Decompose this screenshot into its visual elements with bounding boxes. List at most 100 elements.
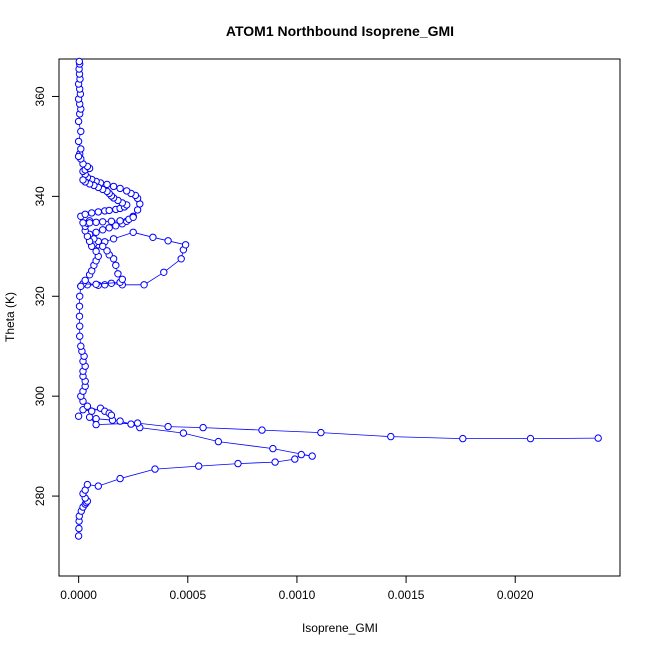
series-6 <box>79 213 137 227</box>
data-point <box>74 532 83 540</box>
data-point <box>88 209 96 217</box>
data-point <box>129 213 137 222</box>
data-point <box>164 237 172 245</box>
data-point <box>92 247 100 256</box>
x-tick-label: 0.0020 <box>497 588 534 602</box>
data-point <box>103 247 111 255</box>
data-point <box>75 524 83 533</box>
data-point <box>75 57 84 66</box>
data-point <box>99 218 107 226</box>
data-point <box>76 332 84 340</box>
data-point <box>133 419 142 427</box>
data-point <box>107 411 116 419</box>
series-7 <box>74 57 85 161</box>
series-2 <box>74 228 190 420</box>
data-point <box>112 222 120 230</box>
data-point <box>123 187 131 195</box>
data-point <box>107 217 116 226</box>
data-point <box>85 219 94 227</box>
data-point <box>133 206 142 214</box>
data-point <box>105 206 113 215</box>
data-point <box>94 208 103 216</box>
data-point <box>112 261 120 269</box>
data-point <box>74 412 83 420</box>
data-point <box>101 281 109 289</box>
data-point <box>77 282 85 290</box>
y-tick-label: 340 <box>33 186 47 206</box>
x-axis-title: Isoprene_GMI <box>302 621 378 635</box>
data-point <box>114 270 122 278</box>
series-1 <box>74 413 602 540</box>
data-point <box>164 422 172 431</box>
data-point <box>85 413 94 421</box>
data-point <box>140 281 148 289</box>
data-point <box>79 176 87 184</box>
data-point <box>77 127 85 136</box>
x-tick-label: 0.0000 <box>60 588 97 602</box>
x-axis: 0.0000 0.0005 0.0010 0.0015 0.0020 <box>60 575 534 602</box>
y-axis: 280 300 320 340 360 <box>33 86 60 506</box>
data-point <box>116 474 124 483</box>
data-point <box>195 462 203 470</box>
data-point <box>317 428 325 437</box>
data-point <box>118 275 127 283</box>
series-5 <box>77 217 103 290</box>
data-point <box>74 137 83 146</box>
data-point <box>234 459 242 468</box>
data-point <box>129 228 137 237</box>
data-point <box>116 217 124 225</box>
data-point <box>526 434 535 443</box>
data-series-group <box>74 57 602 540</box>
data-point <box>83 480 92 489</box>
data-point <box>149 233 157 242</box>
data-point <box>116 184 124 193</box>
chart-title: ATOM1 Northbound Isoprene_GMI <box>226 23 454 39</box>
data-point <box>308 452 316 460</box>
data-point <box>76 292 84 300</box>
data-point <box>291 455 299 463</box>
data-point <box>160 268 168 276</box>
y-axis-title: Theta (K) <box>3 292 17 342</box>
data-point <box>127 420 135 428</box>
data-point <box>76 322 84 330</box>
data-point <box>459 434 467 443</box>
data-point <box>99 242 107 251</box>
y-tick-label: 320 <box>33 286 47 306</box>
data-point <box>94 482 103 490</box>
data-point <box>81 276 89 284</box>
data-point <box>199 423 207 432</box>
data-point <box>92 228 100 237</box>
y-tick-label: 360 <box>33 86 47 106</box>
data-point <box>214 437 223 446</box>
data-point <box>269 444 277 453</box>
data-point <box>151 465 159 473</box>
data-point <box>105 224 113 232</box>
y-tick-label: 280 <box>33 486 47 506</box>
data-point <box>181 241 190 249</box>
data-point <box>109 182 118 191</box>
data-point <box>177 255 185 263</box>
x-tick-label: 0.0010 <box>279 588 316 602</box>
x-tick-label: 0.0015 <box>388 588 425 602</box>
data-point <box>116 417 124 425</box>
data-point <box>88 407 96 415</box>
data-point <box>99 226 107 234</box>
series-4 <box>77 176 131 221</box>
data-point <box>81 210 89 219</box>
data-point <box>74 152 83 161</box>
data-point <box>258 426 266 434</box>
data-point <box>75 302 84 310</box>
x-tick-label: 0.0005 <box>169 588 206 602</box>
data-point <box>75 312 84 320</box>
data-point <box>79 219 87 227</box>
data-point <box>77 145 85 153</box>
data-point <box>594 434 602 442</box>
data-point <box>271 458 279 466</box>
data-point <box>92 420 100 429</box>
data-point <box>83 402 92 410</box>
data-point <box>179 429 188 437</box>
y-tick-label: 300 <box>33 386 47 406</box>
data-point <box>92 280 100 288</box>
data-point <box>297 450 305 459</box>
